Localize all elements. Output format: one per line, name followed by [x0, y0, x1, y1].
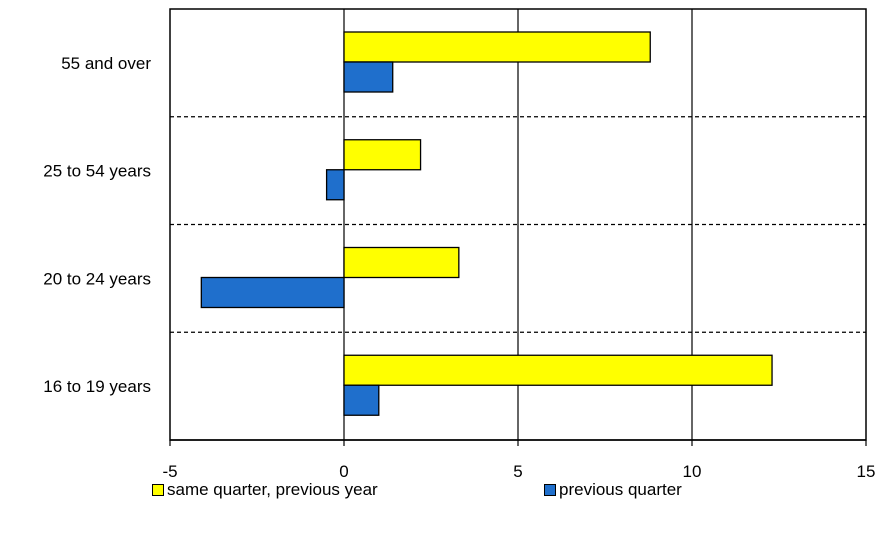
legend: same quarter, previous year previous qua… [0, 480, 881, 504]
bar-previous-quarter [343, 384, 380, 416]
bar-previous-quarter [200, 276, 345, 309]
x-tick-label: 0 [339, 462, 348, 481]
x-tick-labels: -5 0 5 10 15 [162, 462, 875, 481]
bars [200, 31, 773, 416]
axes [169, 439, 867, 446]
legend-swatch-same-quarter [152, 484, 164, 496]
category-label: 25 to 54 years [43, 162, 151, 181]
legend-swatch-previous-quarter [544, 484, 556, 496]
bar-same-quarter [343, 139, 422, 171]
legend-label-same-quarter: same quarter, previous year [167, 480, 378, 499]
bar-previous-quarter [325, 169, 345, 201]
bar-previous-quarter [343, 61, 394, 93]
x-tick-label: -5 [162, 462, 177, 481]
x-tick-label: 15 [857, 462, 876, 481]
x-tick-label: 5 [513, 462, 522, 481]
legend-item-previous-quarter: previous quarter [544, 480, 682, 500]
category-label: 16 to 19 years [43, 377, 151, 396]
bar-same-quarter [343, 31, 651, 63]
legend-label-previous-quarter: previous quarter [559, 480, 682, 499]
bar-same-quarter [343, 354, 773, 386]
bar-same-quarter [343, 246, 460, 279]
category-labels: 55 and over 25 to 54 years 20 to 24 years 1… [43, 54, 151, 396]
category-label: 55 and over [61, 54, 151, 73]
legend-item-same-quarter: same quarter, previous year [152, 480, 378, 500]
category-label: 20 to 24 years [43, 269, 151, 288]
x-tick-label: 10 [683, 462, 702, 481]
